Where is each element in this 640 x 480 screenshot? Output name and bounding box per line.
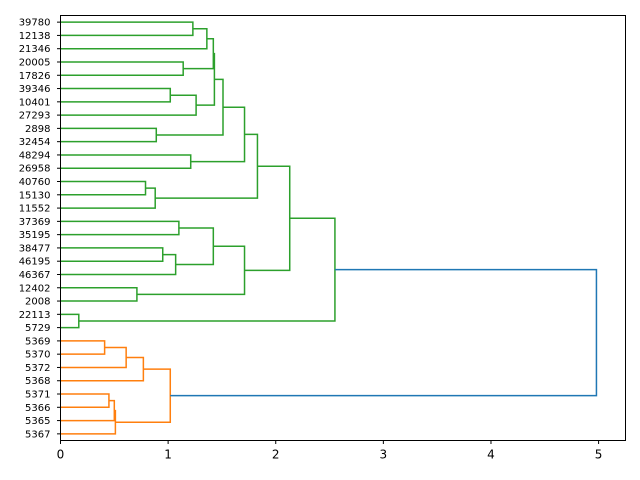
dendrogram-link bbox=[115, 368, 172, 423]
x-axis-ticks: 0 1 2 3 4 5 bbox=[57, 440, 603, 462]
leaf-label: 48294 bbox=[19, 150, 51, 161]
leaf-label: 11552 bbox=[19, 204, 51, 215]
leaf-label: 5369 bbox=[25, 336, 50, 347]
leaf-label: 12402 bbox=[19, 283, 51, 294]
leaf-label: 40760 bbox=[19, 177, 51, 188]
dendrogram-link bbox=[196, 52, 216, 106]
dendrogram-link bbox=[60, 154, 192, 169]
dendrogram-link bbox=[60, 180, 147, 196]
leaf-label: 46195 bbox=[19, 257, 51, 268]
leaf-labels: 39780 12138 21346 20005 17826 39346 10401 27293… bbox=[19, 18, 61, 440]
leaf-label: 38477 bbox=[19, 243, 51, 254]
leaf-label: 26958 bbox=[19, 164, 51, 175]
leaf-label: 5372 bbox=[25, 363, 50, 374]
x-tick-label: 4 bbox=[487, 448, 495, 462]
leaf-label: 37369 bbox=[19, 217, 51, 228]
leaf-label: 22113 bbox=[19, 310, 51, 321]
dendrogram-links bbox=[60, 21, 598, 435]
dendrogram-link bbox=[170, 268, 598, 397]
leaf-label: 5371 bbox=[25, 390, 50, 401]
leaf-label: 15130 bbox=[19, 190, 51, 201]
x-tick-label: 3 bbox=[380, 448, 388, 462]
x-tick-label: 1 bbox=[164, 448, 172, 462]
leaf-label: 27293 bbox=[19, 111, 51, 122]
leaf-label: 5365 bbox=[25, 416, 50, 427]
dendrogram-link bbox=[60, 247, 164, 262]
leaf-label: 12138 bbox=[19, 31, 51, 42]
leaf-label: 5368 bbox=[25, 376, 50, 387]
dendrogram-link bbox=[60, 313, 80, 329]
leaf-label: 39780 bbox=[19, 18, 51, 29]
dendrogram-link bbox=[60, 87, 172, 103]
leaf-label: 35195 bbox=[19, 230, 51, 241]
x-tick-label: 0 bbox=[57, 448, 65, 462]
leaf-label: 46367 bbox=[19, 270, 51, 281]
leaf-label: 5370 bbox=[25, 350, 50, 361]
leaf-label: 20005 bbox=[19, 57, 51, 68]
leaf-label: 32454 bbox=[19, 137, 51, 148]
x-tick-label: 5 bbox=[595, 448, 603, 462]
leaf-label: 5366 bbox=[25, 403, 50, 414]
dendrogram-link bbox=[60, 21, 194, 37]
x-tick-label: 2 bbox=[272, 448, 280, 462]
leaf-label: 5729 bbox=[25, 323, 50, 334]
plot-frame bbox=[60, 15, 626, 441]
dendrogram-link bbox=[60, 253, 177, 276]
leaf-label: 5367 bbox=[25, 429, 50, 440]
leaf-label: 39346 bbox=[19, 84, 51, 95]
leaf-label: 21346 bbox=[19, 44, 51, 55]
dendrogram-link bbox=[175, 227, 215, 266]
dendrogram-link bbox=[183, 37, 215, 70]
leaf-label: 2008 bbox=[25, 297, 50, 308]
leaf-label: 17826 bbox=[19, 71, 51, 82]
leaf-label: 2898 bbox=[25, 124, 50, 135]
leaf-label: 10401 bbox=[19, 97, 51, 108]
